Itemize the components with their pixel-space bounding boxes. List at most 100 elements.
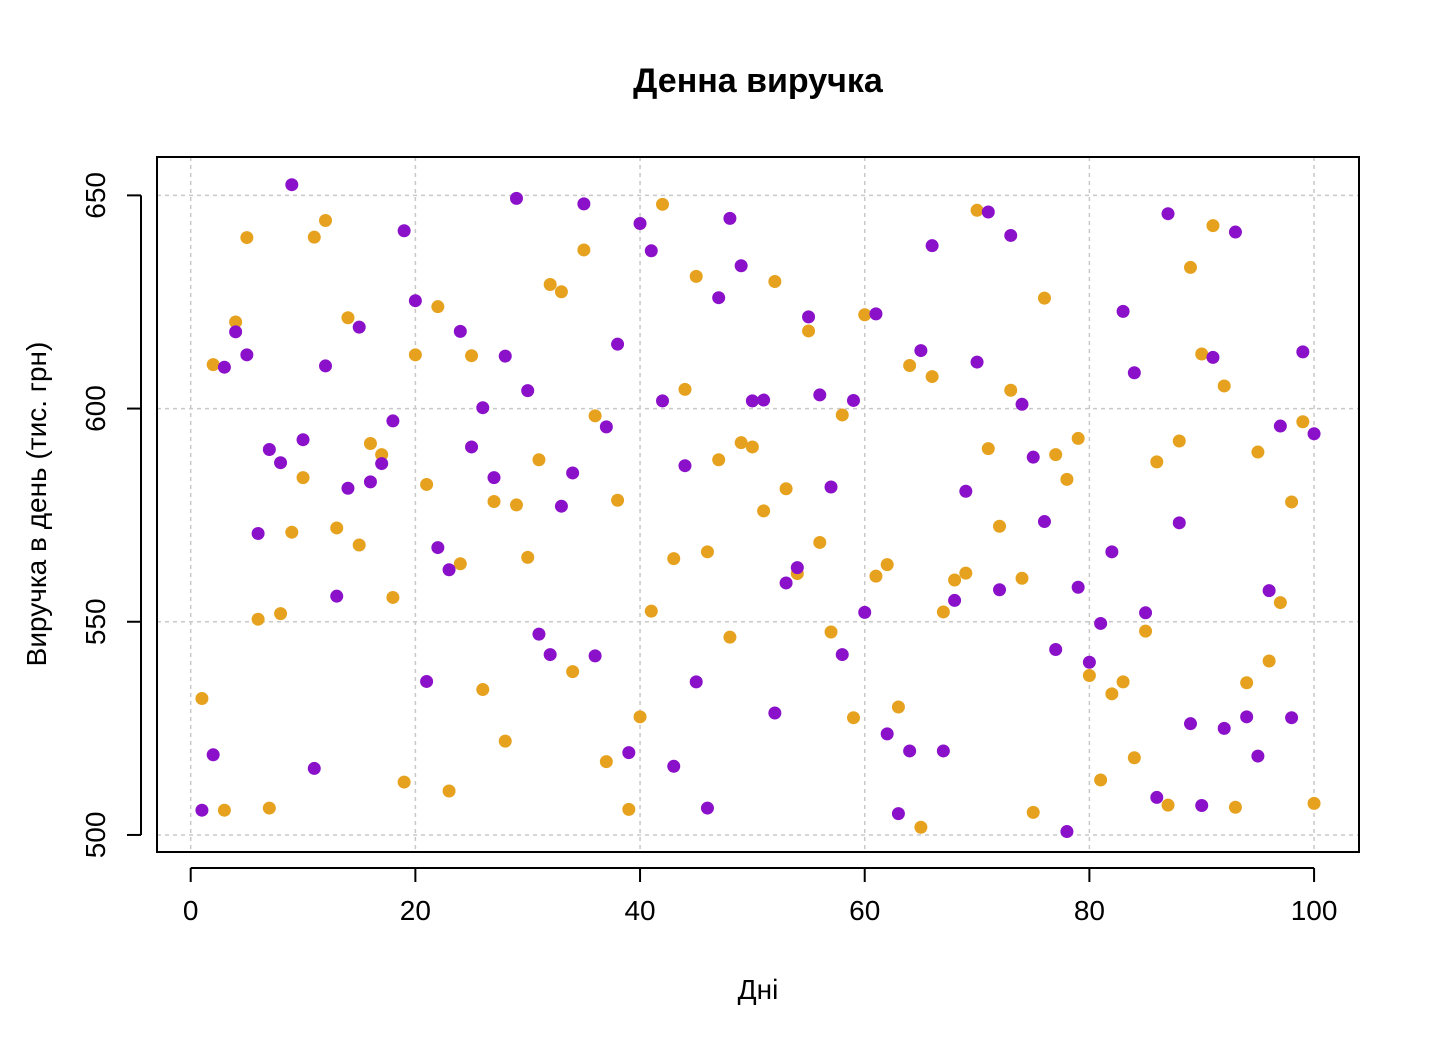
- data-point: [577, 197, 591, 211]
- data-point: [970, 355, 984, 369]
- data-point: [1228, 800, 1242, 814]
- data-point: [206, 358, 220, 372]
- data-point: [487, 471, 501, 485]
- data-point: [431, 541, 445, 555]
- series-1: [195, 197, 1321, 834]
- x-axis-label: Дні: [738, 974, 779, 1005]
- data-point: [1105, 687, 1119, 701]
- data-point: [543, 277, 557, 291]
- data-point: [689, 675, 703, 689]
- data-point: [734, 259, 748, 273]
- data-point: [903, 744, 917, 758]
- data-point: [678, 459, 692, 473]
- data-point: [1195, 799, 1209, 813]
- data-point: [835, 648, 849, 662]
- data-point: [386, 590, 400, 604]
- data-point: [1161, 207, 1175, 221]
- data-point: [869, 569, 883, 583]
- data-point: [1206, 350, 1220, 364]
- data-point: [712, 453, 726, 467]
- data-point: [1285, 711, 1299, 725]
- data-point: [925, 370, 939, 384]
- data-point: [1094, 616, 1108, 630]
- data-point: [1172, 434, 1186, 448]
- data-point: [330, 521, 344, 535]
- data-point: [285, 525, 299, 539]
- data-point: [745, 440, 759, 454]
- y-tick-label: 550: [80, 598, 111, 645]
- data-point: [397, 224, 411, 238]
- data-point: [521, 550, 535, 564]
- data-point: [240, 231, 254, 245]
- data-point: [229, 315, 243, 329]
- data-point: [543, 648, 557, 662]
- data-point: [1217, 721, 1231, 735]
- data-point: [914, 820, 928, 834]
- data-point: [1285, 495, 1299, 509]
- data-point: [1262, 584, 1276, 598]
- data-point: [1150, 790, 1164, 804]
- data-point: [566, 466, 580, 480]
- data-point: [498, 349, 512, 363]
- data-point: [554, 499, 568, 513]
- data-point: [1071, 431, 1085, 445]
- data-point: [330, 589, 344, 603]
- data-point: [656, 197, 670, 211]
- data-point: [363, 437, 377, 451]
- data-point: [667, 552, 681, 566]
- data-point: [723, 211, 737, 225]
- data-point: [1251, 749, 1265, 763]
- data-point: [1183, 260, 1197, 274]
- data-point: [813, 388, 827, 402]
- data-point: [465, 440, 479, 454]
- data-point: [453, 324, 467, 338]
- data-point: [914, 344, 928, 358]
- data-point: [566, 665, 580, 679]
- data-point: [1116, 675, 1130, 689]
- data-point: [599, 755, 613, 769]
- data-point: [835, 408, 849, 422]
- data-point: [1139, 606, 1153, 620]
- data-point: [577, 243, 591, 257]
- data-point: [375, 457, 389, 471]
- data-point: [442, 563, 456, 577]
- data-point: [262, 801, 276, 815]
- data-point: [352, 320, 366, 334]
- data-point: [408, 294, 422, 308]
- data-point: [1026, 450, 1040, 464]
- data-point: [1195, 347, 1209, 361]
- data-point: [307, 761, 321, 775]
- data-point: [476, 401, 490, 415]
- y-tick-label: 650: [80, 172, 111, 219]
- data-point: [442, 784, 456, 798]
- data-point: [532, 453, 546, 467]
- data-point: [622, 802, 636, 816]
- data-point: [734, 436, 748, 450]
- data-point: [959, 566, 973, 580]
- data-point: [1004, 383, 1018, 397]
- data-point: [195, 803, 209, 817]
- data-point: [768, 275, 782, 289]
- x-tick-label: 60: [849, 895, 880, 926]
- data-point: [498, 734, 512, 748]
- data-point: [891, 700, 905, 714]
- data-point: [453, 557, 467, 571]
- data-point: [1172, 516, 1186, 530]
- data-point: [599, 420, 613, 434]
- data-point: [1127, 751, 1141, 765]
- data-point: [240, 348, 254, 362]
- data-point: [341, 311, 355, 325]
- data-point: [959, 484, 973, 498]
- data-point: [1206, 219, 1220, 233]
- data-point: [858, 308, 872, 322]
- data-point: [891, 807, 905, 821]
- data-point: [1127, 366, 1141, 380]
- data-point: [981, 205, 995, 219]
- data-point: [274, 456, 288, 470]
- data-point: [1015, 571, 1029, 585]
- data-point: [869, 307, 883, 321]
- data-point: [678, 382, 692, 396]
- data-point: [1037, 291, 1051, 305]
- data-point: [1240, 710, 1254, 724]
- data-point: [667, 759, 681, 773]
